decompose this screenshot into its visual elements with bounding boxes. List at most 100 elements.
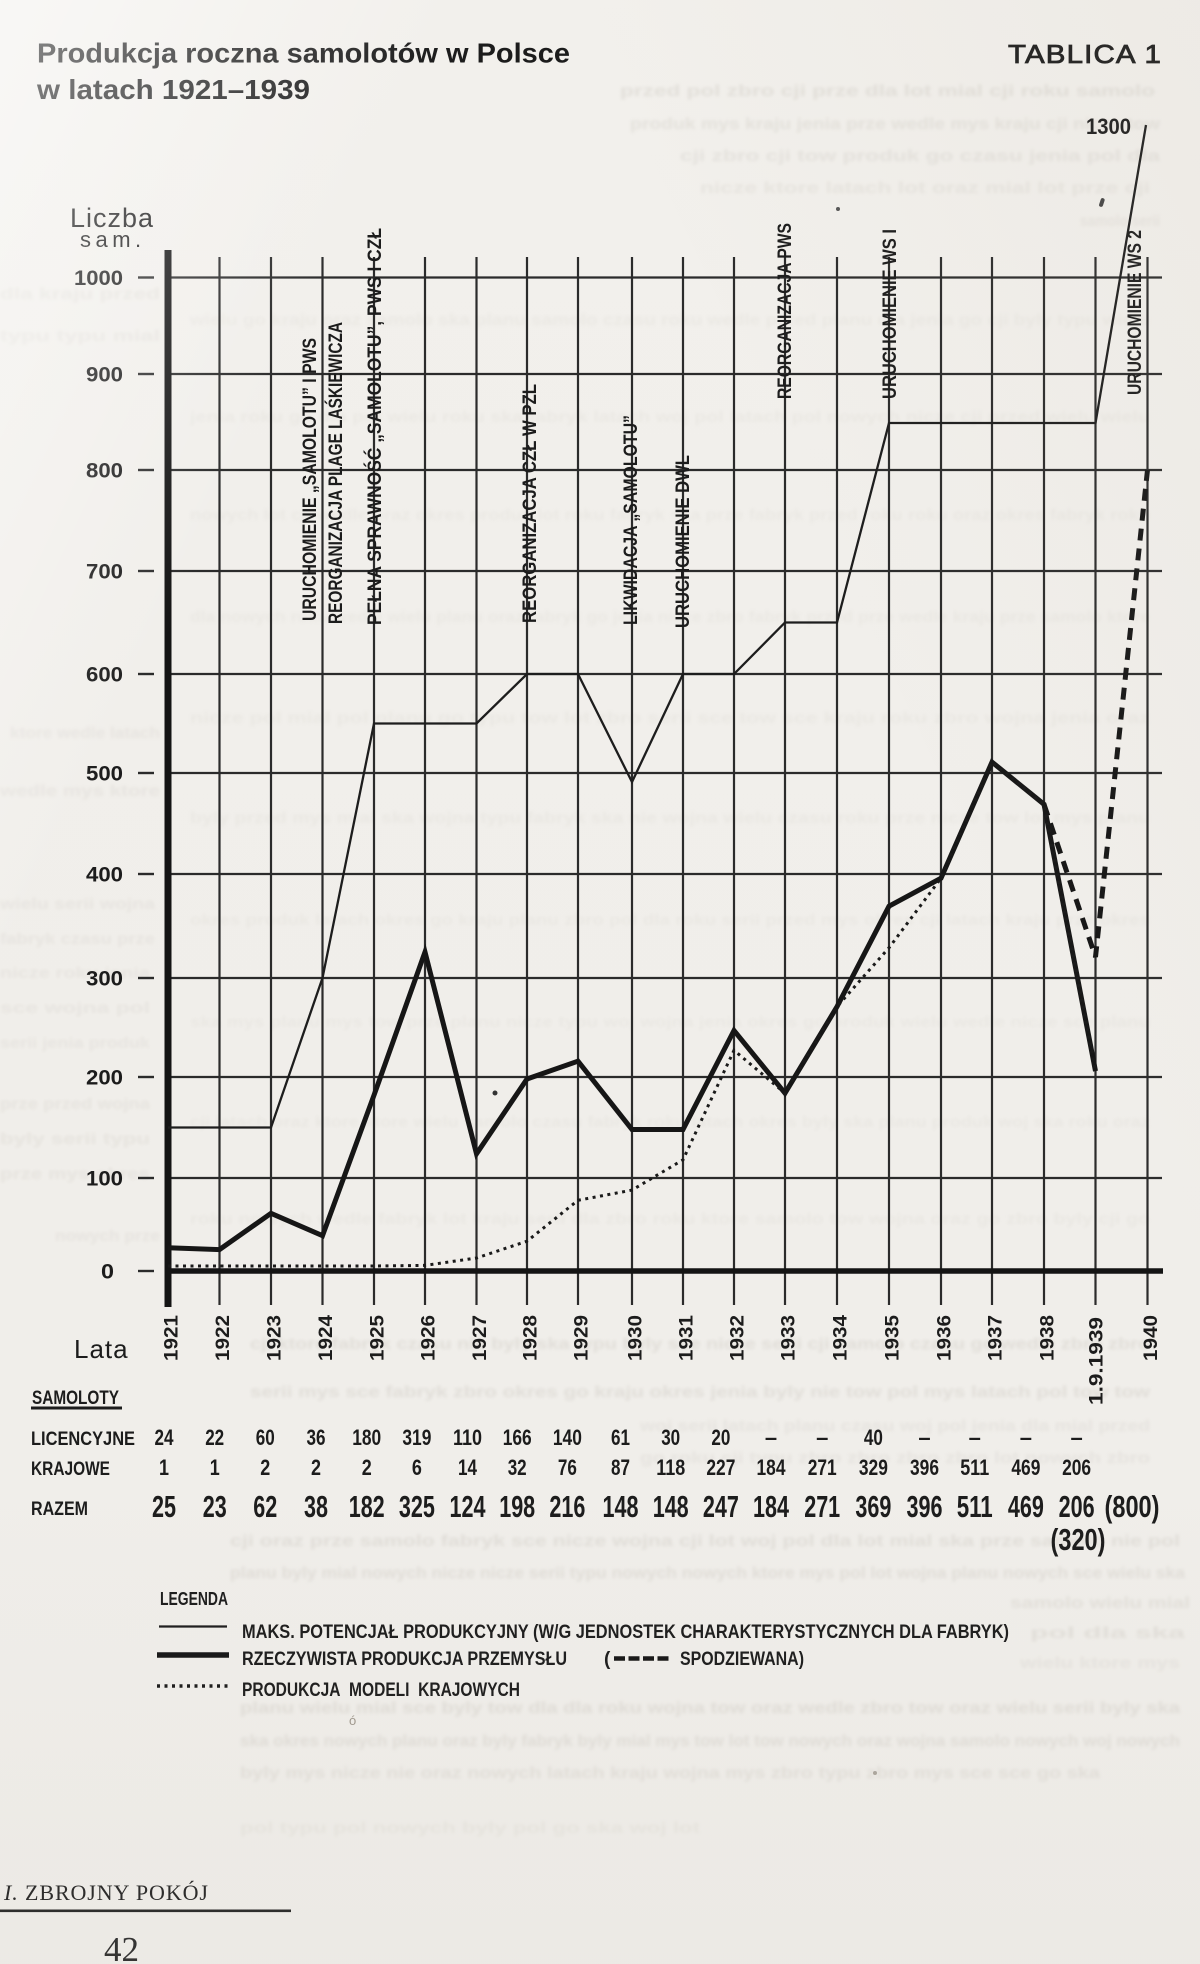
svg-text:1925: 1925 [367, 1315, 388, 1361]
svg-text:–: – [816, 1425, 828, 1450]
svg-text:1924: 1924 [316, 1315, 337, 1361]
svg-text:–: – [765, 1425, 777, 1450]
svg-text:20: 20 [711, 1425, 730, 1450]
svg-text:REORGANIZACJA CZŁ W PZL: REORGANIZACJA CZŁ W PZL [520, 384, 541, 623]
svg-text:1936: 1936 [934, 1315, 955, 1361]
svg-text:184: 184 [757, 1455, 787, 1480]
svg-text:ó: ó [349, 1713, 356, 1728]
svg-text:62: 62 [253, 1489, 277, 1524]
svg-text:w latach 1921–1939: w latach 1921–1939 [36, 74, 310, 105]
svg-text:247: 247 [703, 1489, 739, 1524]
svg-text:300: 300 [86, 968, 123, 991]
svg-text:I. ZBROJNY POKÓJ: I. ZBROJNY POKÓJ [3, 1880, 209, 1905]
svg-text:1928: 1928 [520, 1315, 541, 1361]
svg-text:SAMOLOTY: SAMOLOTY [32, 1388, 119, 1409]
svg-text:PEŁNA SPRAWNOŚĆ „SAMOLOTU”, PW: PEŁNA SPRAWNOŚĆ „SAMOLOTU”, PWS I CZŁ [364, 228, 386, 625]
svg-text:469: 469 [1008, 1489, 1044, 1524]
svg-text:TABLICA 1: TABLICA 1 [1008, 39, 1162, 69]
svg-text:32: 32 [508, 1455, 527, 1480]
svg-text:LEGENDA: LEGENDA [160, 1588, 228, 1609]
svg-text:6: 6 [412, 1455, 422, 1480]
svg-text:SPODZIEWANA): SPODZIEWANA) [680, 1649, 804, 1670]
svg-text:329: 329 [859, 1455, 888, 1480]
svg-text:LICENCYJNE: LICENCYJNE [31, 1429, 135, 1450]
svg-text:1930: 1930 [625, 1315, 646, 1361]
svg-text:22: 22 [205, 1425, 224, 1450]
svg-text:1934: 1934 [830, 1315, 851, 1361]
svg-text:198: 198 [499, 1489, 535, 1524]
svg-text:184: 184 [753, 1489, 790, 1524]
svg-text:227: 227 [706, 1455, 735, 1480]
svg-text:14: 14 [458, 1455, 478, 1480]
svg-text:60: 60 [256, 1425, 275, 1450]
svg-text:40: 40 [864, 1425, 883, 1450]
svg-text:0: 0 [101, 1261, 114, 1284]
svg-text:1000: 1000 [74, 267, 123, 290]
svg-text:1927: 1927 [470, 1315, 491, 1361]
svg-text:61: 61 [611, 1425, 630, 1450]
svg-text:REORGANIZACJA PLAGE LAŚKIEWICZ: REORGANIZACJA PLAGE LAŚKIEWICZA [325, 322, 347, 624]
svg-text:1: 1 [210, 1455, 220, 1480]
svg-text:–: – [969, 1425, 981, 1450]
svg-text:(320): (320) [1051, 1522, 1106, 1557]
svg-text:1922: 1922 [213, 1315, 234, 1361]
svg-text:140: 140 [553, 1425, 582, 1450]
svg-text:–: – [1020, 1425, 1032, 1450]
svg-text:URUCHOMIENIE WS I: URUCHOMIENIE WS I [880, 229, 901, 399]
svg-text:271: 271 [808, 1455, 837, 1480]
svg-text:1.9.1939: 1.9.1939 [1086, 1317, 1107, 1405]
svg-text:PRODUKCJA MODELI KRAJOWYCH: PRODUKCJA MODELI KRAJOWYCH [242, 1680, 520, 1701]
svg-text:1921: 1921 [161, 1315, 182, 1361]
svg-text:206: 206 [1062, 1455, 1091, 1480]
svg-text:URUCHOMIENIE WS 2: URUCHOMIENIE WS 2 [1125, 230, 1146, 395]
svg-text:URUCHOMIENIE „SAMOLOTU” I PWS: URUCHOMIENIE „SAMOLOTU” I PWS [300, 338, 321, 621]
svg-text:(800): (800) [1105, 1489, 1160, 1524]
svg-text:RZECZYWISTA PRODUKCJA PRZEMYSŁ: RZECZYWISTA PRODUKCJA PRZEMYSŁU [242, 1649, 567, 1670]
svg-text:148: 148 [653, 1489, 689, 1524]
svg-text:–: – [1070, 1425, 1082, 1450]
svg-text:1933: 1933 [778, 1315, 799, 1361]
svg-text:1931: 1931 [676, 1315, 697, 1361]
svg-text:1938: 1938 [1037, 1315, 1058, 1361]
svg-text:1932: 1932 [727, 1315, 748, 1361]
svg-text:271: 271 [804, 1489, 840, 1524]
svg-text:166: 166 [503, 1425, 532, 1450]
svg-text:76: 76 [558, 1455, 577, 1480]
svg-text:URUCHOMIENIE DWL: URUCHOMIENIE DWL [673, 455, 694, 628]
svg-text:182: 182 [349, 1489, 385, 1524]
svg-text:118: 118 [656, 1455, 685, 1480]
svg-text:Produkcja roczna samolotów w P: Produkcja roczna samolotów w Polsce [37, 38, 570, 69]
svg-text:400: 400 [86, 864, 123, 887]
svg-text:700: 700 [86, 561, 123, 584]
svg-text:900: 900 [86, 364, 123, 387]
svg-text:500: 500 [86, 763, 123, 786]
svg-text:469: 469 [1011, 1455, 1040, 1480]
svg-text:319: 319 [402, 1425, 431, 1450]
svg-text:1935: 1935 [882, 1315, 903, 1361]
svg-text:1923: 1923 [264, 1315, 285, 1361]
svg-text:30: 30 [661, 1425, 680, 1450]
svg-text:25: 25 [152, 1489, 176, 1524]
svg-text:800: 800 [86, 460, 123, 483]
svg-text:LIKWIDACJA „SAMOLOTU”: LIKWIDACJA „SAMOLOTU” [621, 415, 642, 625]
svg-text:RAZEM: RAZEM [31, 1499, 88, 1520]
svg-text:216: 216 [549, 1489, 585, 1524]
svg-text:38: 38 [304, 1489, 328, 1524]
svg-text:1300: 1300 [1086, 114, 1131, 139]
svg-text:110: 110 [453, 1425, 482, 1450]
svg-text:124: 124 [450, 1489, 487, 1524]
svg-text:87: 87 [611, 1455, 630, 1480]
svg-text:36: 36 [307, 1425, 326, 1450]
svg-text:1937: 1937 [985, 1315, 1006, 1361]
svg-text:1940: 1940 [1141, 1315, 1162, 1361]
svg-text:180: 180 [352, 1425, 381, 1450]
svg-text:600: 600 [86, 664, 123, 687]
svg-text:511: 511 [957, 1489, 993, 1524]
svg-text:200: 200 [86, 1067, 123, 1090]
svg-text:396: 396 [910, 1455, 939, 1480]
svg-text:2: 2 [362, 1455, 372, 1480]
svg-text:1: 1 [159, 1455, 169, 1480]
svg-text:–: – [918, 1425, 930, 1450]
svg-text:1926: 1926 [418, 1315, 439, 1361]
svg-text:325: 325 [399, 1489, 435, 1524]
